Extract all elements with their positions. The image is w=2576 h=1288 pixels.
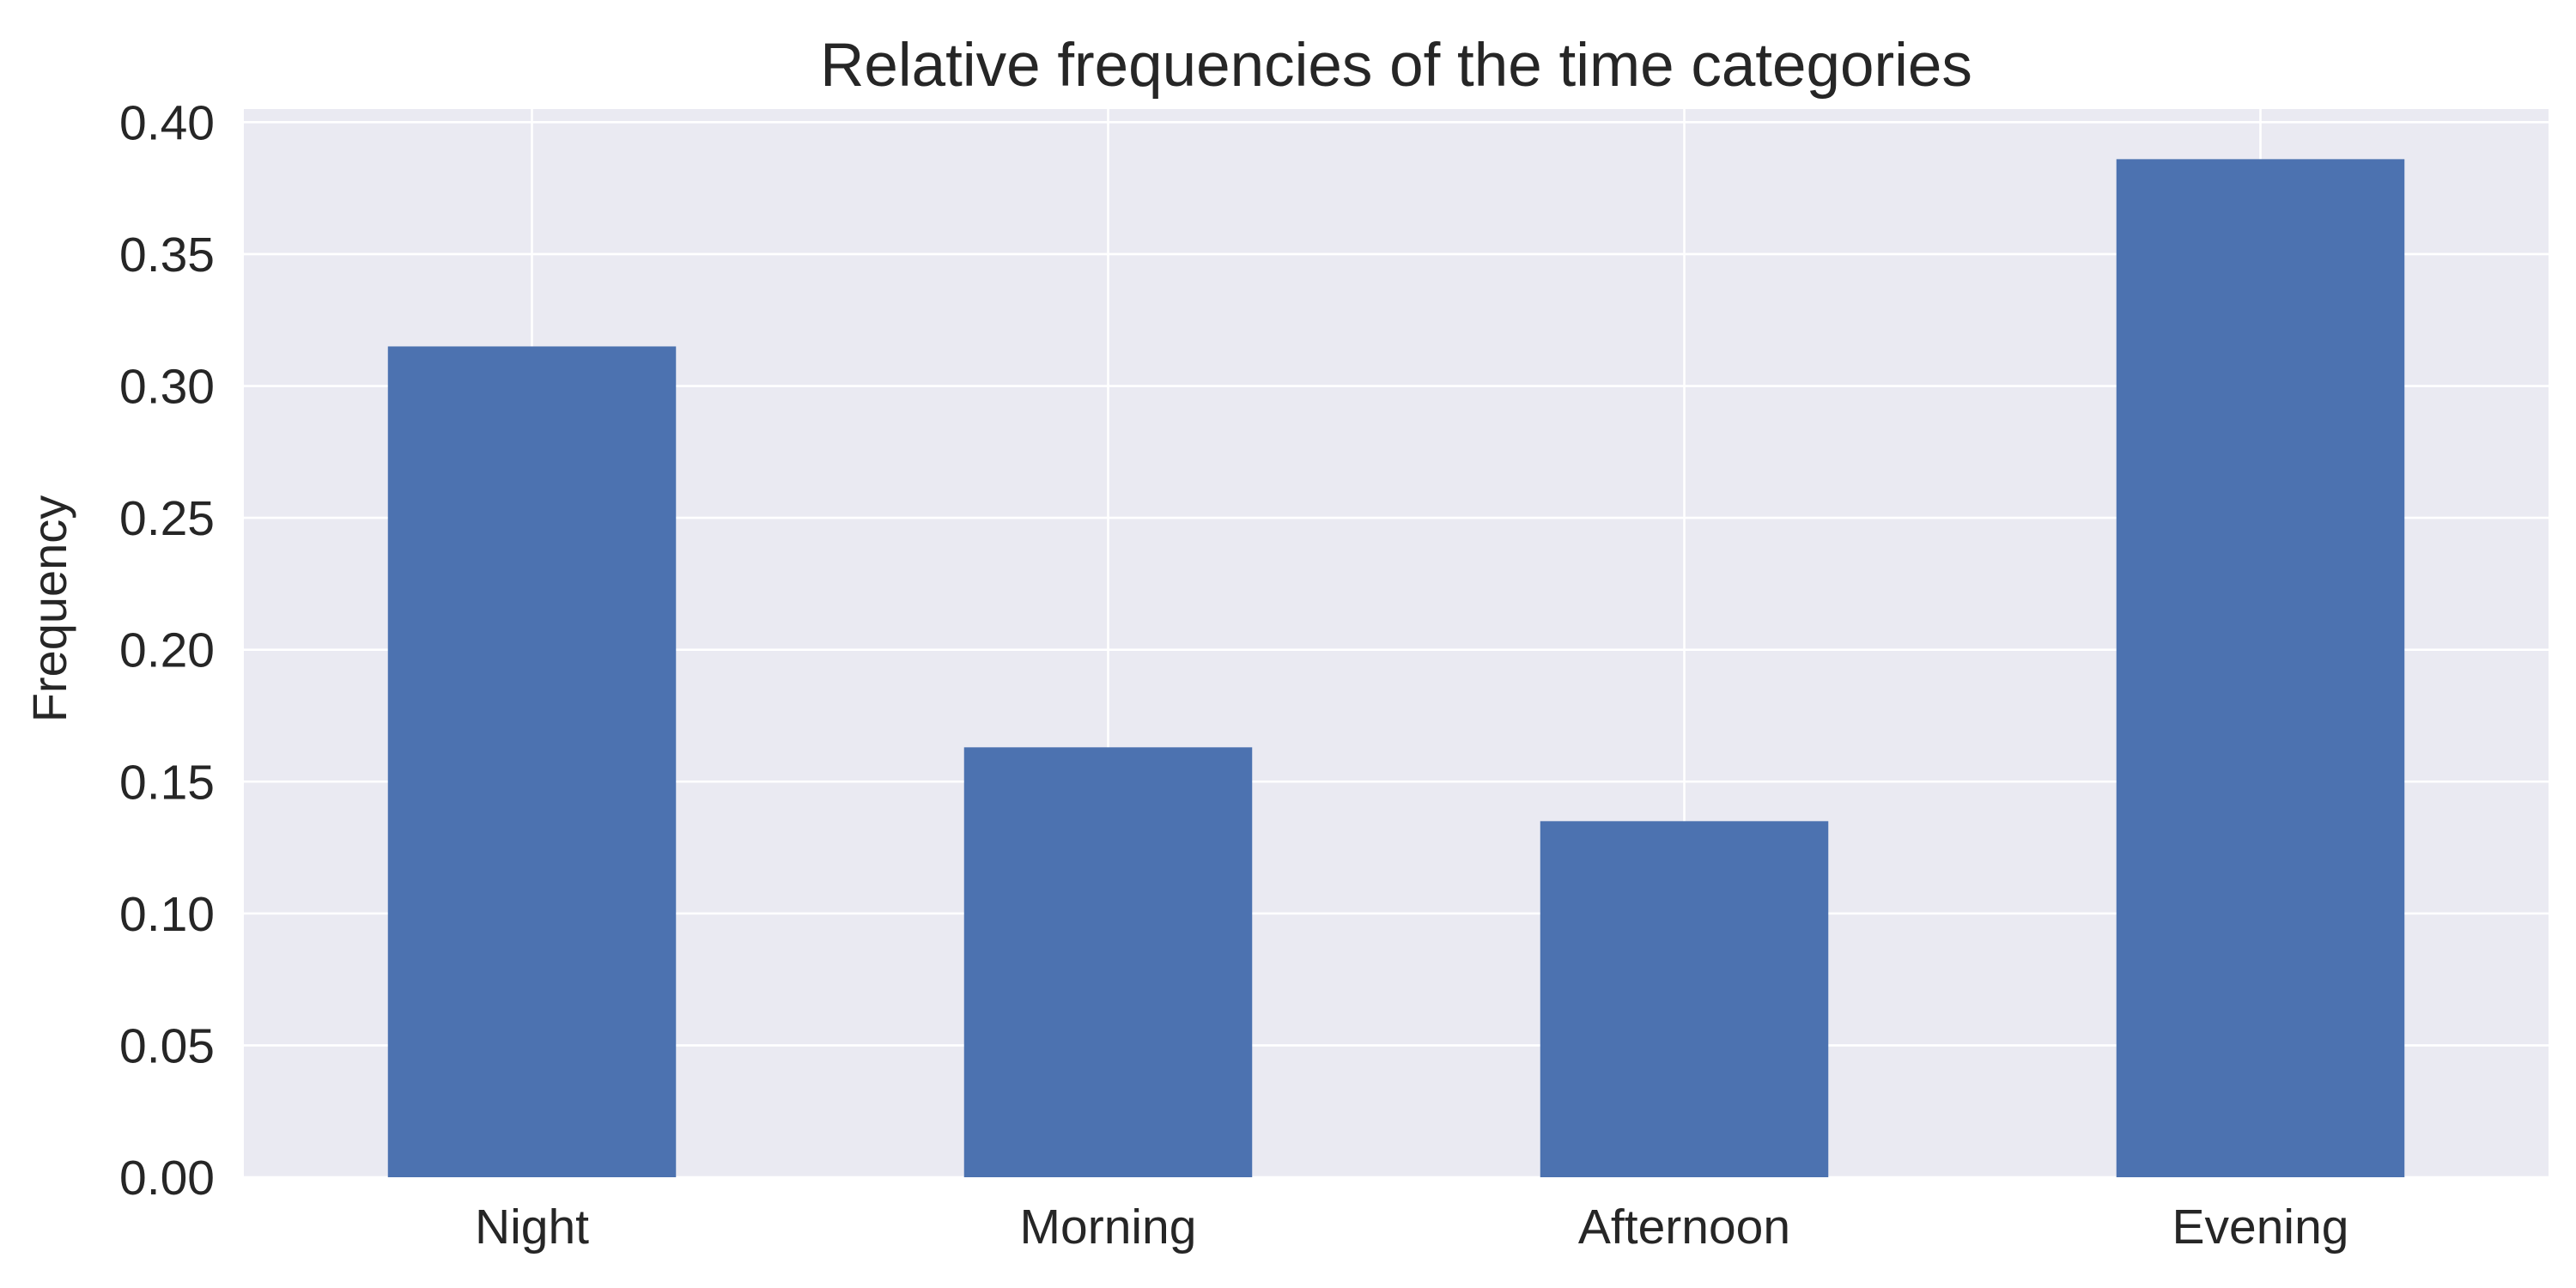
y-tick-label: 0.35 (119, 228, 215, 283)
bar-morning (963, 747, 1253, 1177)
y-tick-label: 0.00 (119, 1151, 215, 1206)
y-tick-label: 0.05 (119, 1018, 215, 1073)
y-axis-tick-labels: 0.00 0.05 0.10 0.15 0.20 0.25 0.30 0.35 0.40 (119, 95, 215, 1206)
y-tick-label: 0.40 (119, 95, 215, 150)
bars (387, 159, 2405, 1178)
y-tick-label: 0.30 (119, 360, 215, 415)
bar-afternoon (1540, 821, 1829, 1177)
y-axis-label: Frequency (22, 495, 76, 723)
x-axis-tick-labels: Night Morning Afternoon Evening (475, 1200, 2349, 1255)
y-tick-label: 0.20 (119, 623, 215, 678)
bar-evening (2116, 159, 2405, 1178)
y-tick-label: 0.25 (119, 491, 215, 546)
x-tick-label: Evening (2172, 1200, 2349, 1255)
y-tick-label: 0.10 (119, 887, 215, 942)
y-tick-label: 0.15 (119, 755, 215, 810)
bar-night (387, 346, 677, 1177)
x-tick-label: Afternoon (1578, 1200, 1790, 1255)
x-tick-label: Morning (1020, 1200, 1197, 1255)
chart-title: Relative frequencies of the time categor… (820, 32, 1972, 100)
x-tick-label: Night (475, 1200, 589, 1255)
